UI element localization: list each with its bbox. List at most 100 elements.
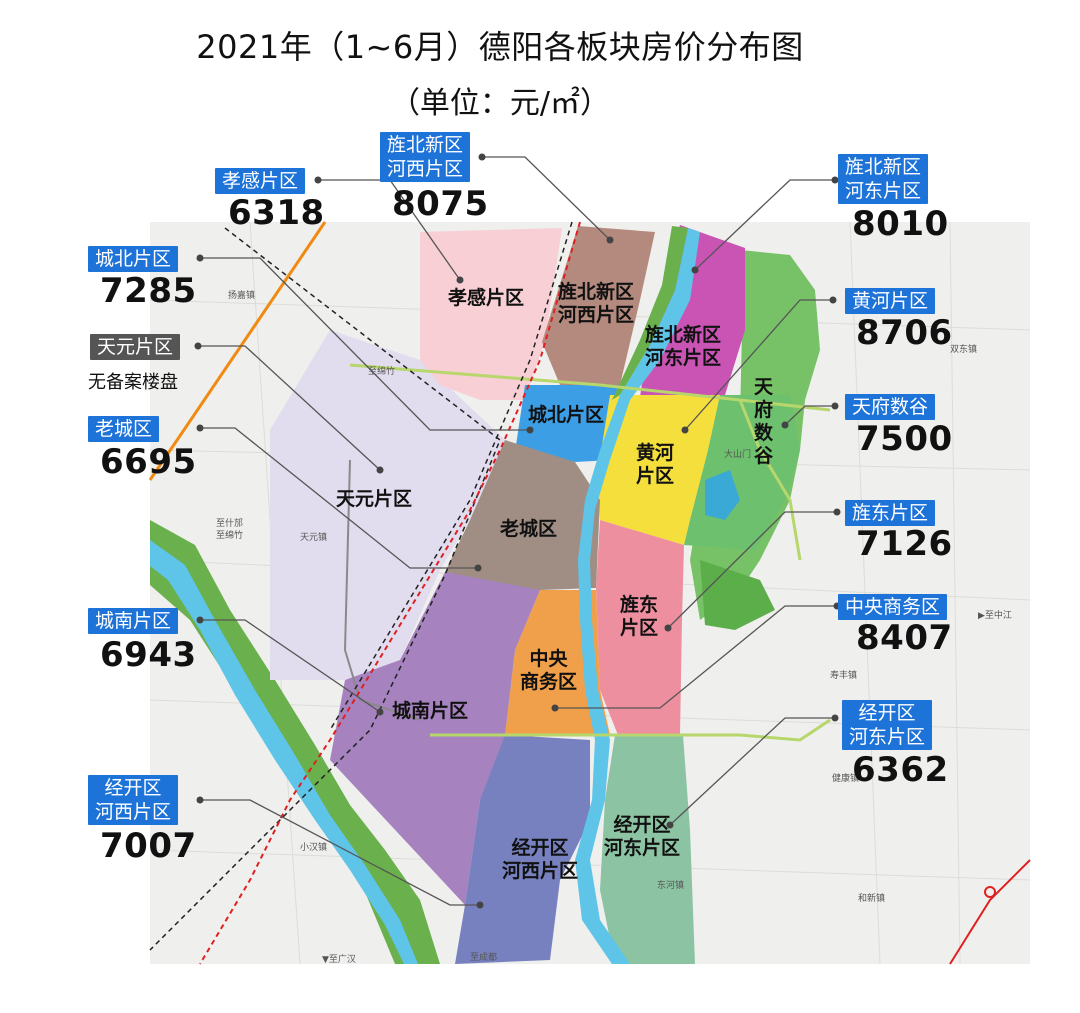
district-laocheng [445, 440, 600, 600]
district-label-jingkai-hexi: 经开区 河西片区 [502, 837, 578, 883]
callout-tag-line: 旌北新区 [845, 156, 922, 178]
district-label-line: 商务区 [520, 671, 578, 693]
town-label-zhisifang: 至什邡 [216, 519, 244, 529]
callout-tag-cbd: 中央商务区 [838, 594, 948, 620]
district-label-xiaogan: 孝感片区 [448, 287, 525, 309]
district-label-line: 河西片区 [558, 304, 635, 326]
district-label-chengbei: 城北片区 [528, 404, 605, 426]
callout-tag-line: 经开区 [858, 702, 916, 724]
district-label-line: 经开区 [613, 814, 671, 836]
town-label-tianyuanzhen: 天元镇 [300, 533, 328, 543]
town-label-zhimianzhu-north: 至绵竹 [368, 367, 396, 377]
district-label-line: 河东片区 [645, 347, 722, 369]
callout-price-chengbei: 7285 [100, 271, 197, 311]
callout-tag-tianfu: 天府数谷 [845, 394, 936, 420]
district-label-line: 河东片区 [604, 837, 681, 859]
town-label-jiankang: 健康镇 [832, 774, 860, 784]
callout-price-xiaogan: 6318 [228, 193, 325, 233]
district-label-laocheng: 老城区 [500, 518, 558, 540]
callout-price-tianfu: 7500 [856, 419, 953, 459]
unit-subtitle: （单位：元/㎡） [389, 86, 611, 121]
callout-tag-tianyuan: 天元片区 [90, 334, 181, 360]
orange-rail [148, 221, 327, 481]
district-label-line: 府 [754, 399, 774, 421]
railway-red [199, 221, 581, 965]
district-xiaogan [420, 228, 562, 400]
callout-tag-line: 河西片区 [95, 801, 172, 823]
district-jingkai-hedong [600, 735, 695, 964]
callout-tag-line: 河西片区 [387, 158, 464, 180]
town-label-zhichengdu: 至成都 [470, 953, 498, 963]
district-chengbei [515, 385, 620, 462]
station-marker [984, 886, 996, 898]
callout-price-chengnan: 6943 [100, 635, 197, 675]
callout-tag-jingkai-hedong: 经开区 河东片区 [842, 700, 933, 750]
district-label-tianfu: 天 府 数 谷 [754, 376, 773, 468]
callout-price-jingdong: 7126 [856, 524, 953, 564]
district-label-line: 旌东 [620, 594, 659, 616]
town-label-zhimianzhu: 至绵竹 [216, 531, 244, 541]
page-title: 2021年（1~6月）德阳各板块房价分布图 [196, 28, 804, 66]
district-label-cbd: 中央 商务区 [520, 648, 577, 694]
callout-tag-laocheng: 老城区 [88, 416, 160, 442]
callout-tag-jingdong: 旌东片区 [845, 500, 936, 526]
loop-road [343, 459, 421, 721]
town-label-zhiguanghan: ▼至广汉 [322, 955, 356, 965]
town-label-shoufeng: 寿丰镇 [830, 671, 858, 681]
district-huanghe [598, 395, 720, 545]
district-jingbei-hedong [640, 225, 745, 397]
callout-tag-line: 河东片区 [845, 180, 922, 202]
callout-price-cbd: 8407 [856, 618, 953, 658]
lake-shape [705, 470, 740, 520]
callout-price-jingbei-hexi: 8075 [392, 184, 489, 224]
town-label-yangjia: 扬嘉镇 [228, 291, 256, 301]
district-label-line: 片区 [620, 617, 659, 639]
callout-tag-jingbei-hexi: 旌北新区 河西片区 [380, 132, 471, 182]
callout-tag-jingbei-hedong: 旌北新区 河东片区 [838, 154, 929, 204]
callout-price-jingkai-hedong: 6362 [852, 750, 949, 790]
callout-price-jingkai-hexi: 7007 [100, 826, 197, 866]
district-label-tianyuan: 天元片区 [336, 488, 413, 510]
district-label-huanghe: 黄河 片区 [636, 442, 674, 488]
main-roads [349, 363, 831, 742]
railway-black [149, 227, 501, 951]
callout-tag-huanghe: 黄河片区 [845, 288, 936, 314]
callout-tag-chengnan: 城南片区 [88, 608, 179, 634]
callout-tag-jingkai-hexi: 经开区 河西片区 [88, 775, 179, 825]
district-label-line: 旌北新区 [558, 281, 635, 303]
callout-tag-xiaogan: 孝感片区 [215, 168, 306, 194]
district-label-chengnan: 城南片区 [392, 700, 469, 722]
central-river [575, 228, 700, 964]
callout-price-jingbei-hedong: 8010 [852, 204, 949, 244]
district-label-line: 黄河 [636, 442, 675, 464]
district-label-line: 数 [754, 422, 774, 444]
town-label-zhizhongjiang: ▶至中江 [978, 611, 1012, 621]
district-jingbei-hexi [542, 226, 655, 385]
town-label-hexin: 和新镇 [858, 894, 886, 904]
district-label-line: 片区 [636, 465, 675, 487]
callout-tag-chengbei: 城北片区 [88, 246, 179, 272]
district-label-line: 谷 [754, 445, 774, 467]
town-label-xiaohan: 小汉镇 [300, 843, 328, 853]
town-label-donghe: 东河镇 [657, 881, 685, 891]
district-label-jingkai-hedong: 经开区 河东片区 [604, 814, 680, 860]
district-label-jingbei-hedong: 旌北新区 河东片区 [645, 324, 721, 370]
callout-price-laocheng: 6695 [100, 442, 197, 482]
district-tianyuan [270, 330, 505, 680]
callout-price-huanghe: 8706 [856, 313, 953, 353]
district-label-line: 中央 [529, 648, 568, 670]
leader-lines [198, 156, 837, 906]
town-label-dashanmen: 大山门 [724, 450, 752, 460]
district-label-line: 天 [754, 376, 774, 398]
district-jingdong [596, 520, 684, 735]
district-label-line: 经开区 [511, 837, 569, 859]
callout-tag-line: 经开区 [104, 777, 162, 799]
west-green-belt [150, 520, 440, 964]
district-label-jingdong: 旌东 片区 [620, 594, 658, 640]
leader-dots [194, 153, 841, 909]
river-green-edge [612, 226, 688, 400]
callout-tag-line: 河东片区 [849, 726, 926, 748]
town-label-shuangdong: 双东镇 [950, 345, 978, 355]
district-label-line: 河西片区 [502, 860, 579, 882]
